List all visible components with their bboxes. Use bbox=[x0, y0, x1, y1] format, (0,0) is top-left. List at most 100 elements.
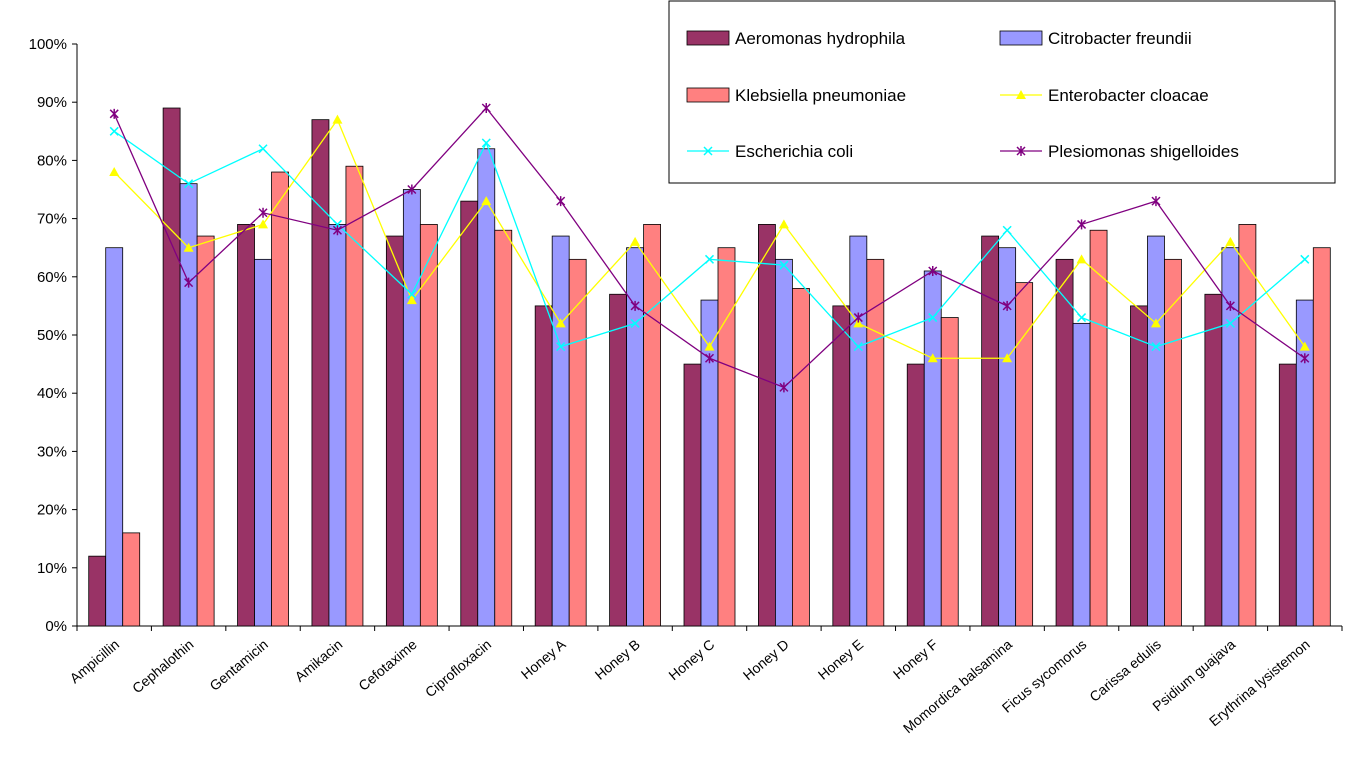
bar bbox=[1015, 282, 1034, 627]
category-label: Amikacin bbox=[292, 636, 346, 685]
bar bbox=[345, 165, 364, 627]
data-point bbox=[853, 312, 863, 323]
bar bbox=[1238, 224, 1257, 627]
data-point bbox=[555, 318, 566, 328]
data-point bbox=[258, 219, 269, 229]
data-point bbox=[406, 295, 417, 305]
bar bbox=[385, 235, 404, 627]
data-point bbox=[258, 144, 268, 154]
data-point bbox=[556, 196, 566, 207]
y-tick-label: 70% bbox=[37, 211, 67, 228]
data-point bbox=[853, 342, 863, 352]
data-point bbox=[1002, 225, 1012, 235]
legend-label: Enterobacter cloacae bbox=[1048, 86, 1209, 105]
bar bbox=[196, 235, 215, 627]
category-label: Cefotaxime bbox=[355, 636, 420, 694]
data-point bbox=[630, 318, 640, 328]
category-label: Honey C bbox=[665, 636, 717, 683]
bar bbox=[832, 305, 851, 627]
bar bbox=[1072, 322, 1091, 627]
legend-item: Escherichia coli bbox=[687, 142, 853, 161]
y-tick-label: 0% bbox=[45, 618, 67, 635]
lines bbox=[109, 103, 1310, 393]
bar bbox=[906, 363, 925, 627]
y-tick-label: 20% bbox=[37, 502, 67, 519]
bar bbox=[419, 224, 438, 627]
data-point bbox=[109, 108, 119, 119]
bar bbox=[122, 532, 141, 627]
data-point bbox=[928, 265, 938, 276]
bar bbox=[1164, 258, 1182, 627]
data-point bbox=[1300, 254, 1310, 264]
data-point bbox=[1151, 196, 1161, 207]
bar bbox=[311, 119, 330, 627]
category-label: Honey E bbox=[815, 636, 866, 683]
data-point bbox=[630, 300, 640, 311]
legend-item: Citrobacter freundii bbox=[999, 29, 1192, 48]
legend-item: Enterobacter cloacae bbox=[1000, 86, 1209, 105]
legend-swatch bbox=[686, 87, 730, 103]
category-label: Honey F bbox=[890, 636, 941, 682]
data-point bbox=[1225, 236, 1236, 246]
bar bbox=[402, 189, 421, 627]
y-tick-label: 60% bbox=[37, 269, 67, 286]
data-point bbox=[703, 146, 713, 156]
bar bbox=[1147, 235, 1165, 627]
bar bbox=[460, 200, 479, 627]
category-label: Honey B bbox=[592, 636, 643, 683]
data-point bbox=[928, 313, 938, 323]
bar bbox=[792, 288, 810, 627]
data-point bbox=[332, 114, 343, 124]
data-point bbox=[1150, 318, 1161, 328]
y-tick-label: 10% bbox=[37, 560, 67, 577]
bar bbox=[254, 258, 272, 627]
bar bbox=[105, 247, 124, 627]
legend-label: Plesiomonas shigelloides bbox=[1048, 142, 1239, 161]
category-label: Honey A bbox=[518, 636, 569, 683]
data-point bbox=[779, 382, 789, 393]
legend: Aeromonas hydrophila Citrobacter freundii… bbox=[668, 0, 1336, 184]
y-tick-label: 80% bbox=[37, 152, 67, 169]
bars bbox=[88, 107, 1331, 627]
category-label: Ampicillin bbox=[67, 636, 123, 686]
bar bbox=[923, 270, 942, 627]
category-label: Carissa edulis bbox=[1086, 636, 1164, 705]
data-point bbox=[927, 353, 938, 363]
bar bbox=[162, 107, 181, 627]
data-point bbox=[1300, 353, 1310, 364]
data-point bbox=[1225, 300, 1235, 311]
x-axis-labels: Ampicillin Cephalothin Gentamicin Amikacin C… bbox=[67, 636, 1313, 737]
category-label: Gentamicin bbox=[206, 636, 271, 694]
data-point bbox=[630, 236, 641, 246]
data-point bbox=[481, 196, 492, 206]
data-point bbox=[779, 260, 789, 270]
data-point bbox=[1016, 146, 1026, 156]
bar bbox=[1312, 247, 1331, 627]
category-label: Honey D bbox=[740, 636, 792, 683]
legend-swatch bbox=[686, 30, 730, 46]
bar bbox=[1130, 305, 1148, 627]
bar bbox=[271, 171, 289, 627]
data-point bbox=[109, 167, 120, 177]
bar bbox=[1089, 229, 1108, 627]
legend-label: Citrobacter freundii bbox=[1048, 29, 1192, 48]
data-point bbox=[481, 138, 491, 148]
legend-item: Plesiomonas shigelloides bbox=[1000, 142, 1239, 161]
data-point bbox=[1077, 219, 1087, 230]
data-point bbox=[1225, 318, 1235, 328]
data-point bbox=[1077, 313, 1087, 323]
bar bbox=[609, 293, 627, 627]
bar bbox=[1055, 258, 1074, 627]
bar bbox=[477, 148, 496, 627]
bar bbox=[328, 224, 347, 627]
data-point bbox=[704, 341, 715, 351]
data-point bbox=[1016, 90, 1026, 99]
data-point bbox=[184, 277, 194, 288]
data-point bbox=[853, 318, 864, 328]
category-label: Ciprofloxacin bbox=[422, 636, 494, 700]
legend-swatch bbox=[999, 30, 1043, 46]
data-point bbox=[1076, 254, 1087, 264]
data-point bbox=[481, 103, 491, 114]
data-point bbox=[1002, 353, 1013, 363]
